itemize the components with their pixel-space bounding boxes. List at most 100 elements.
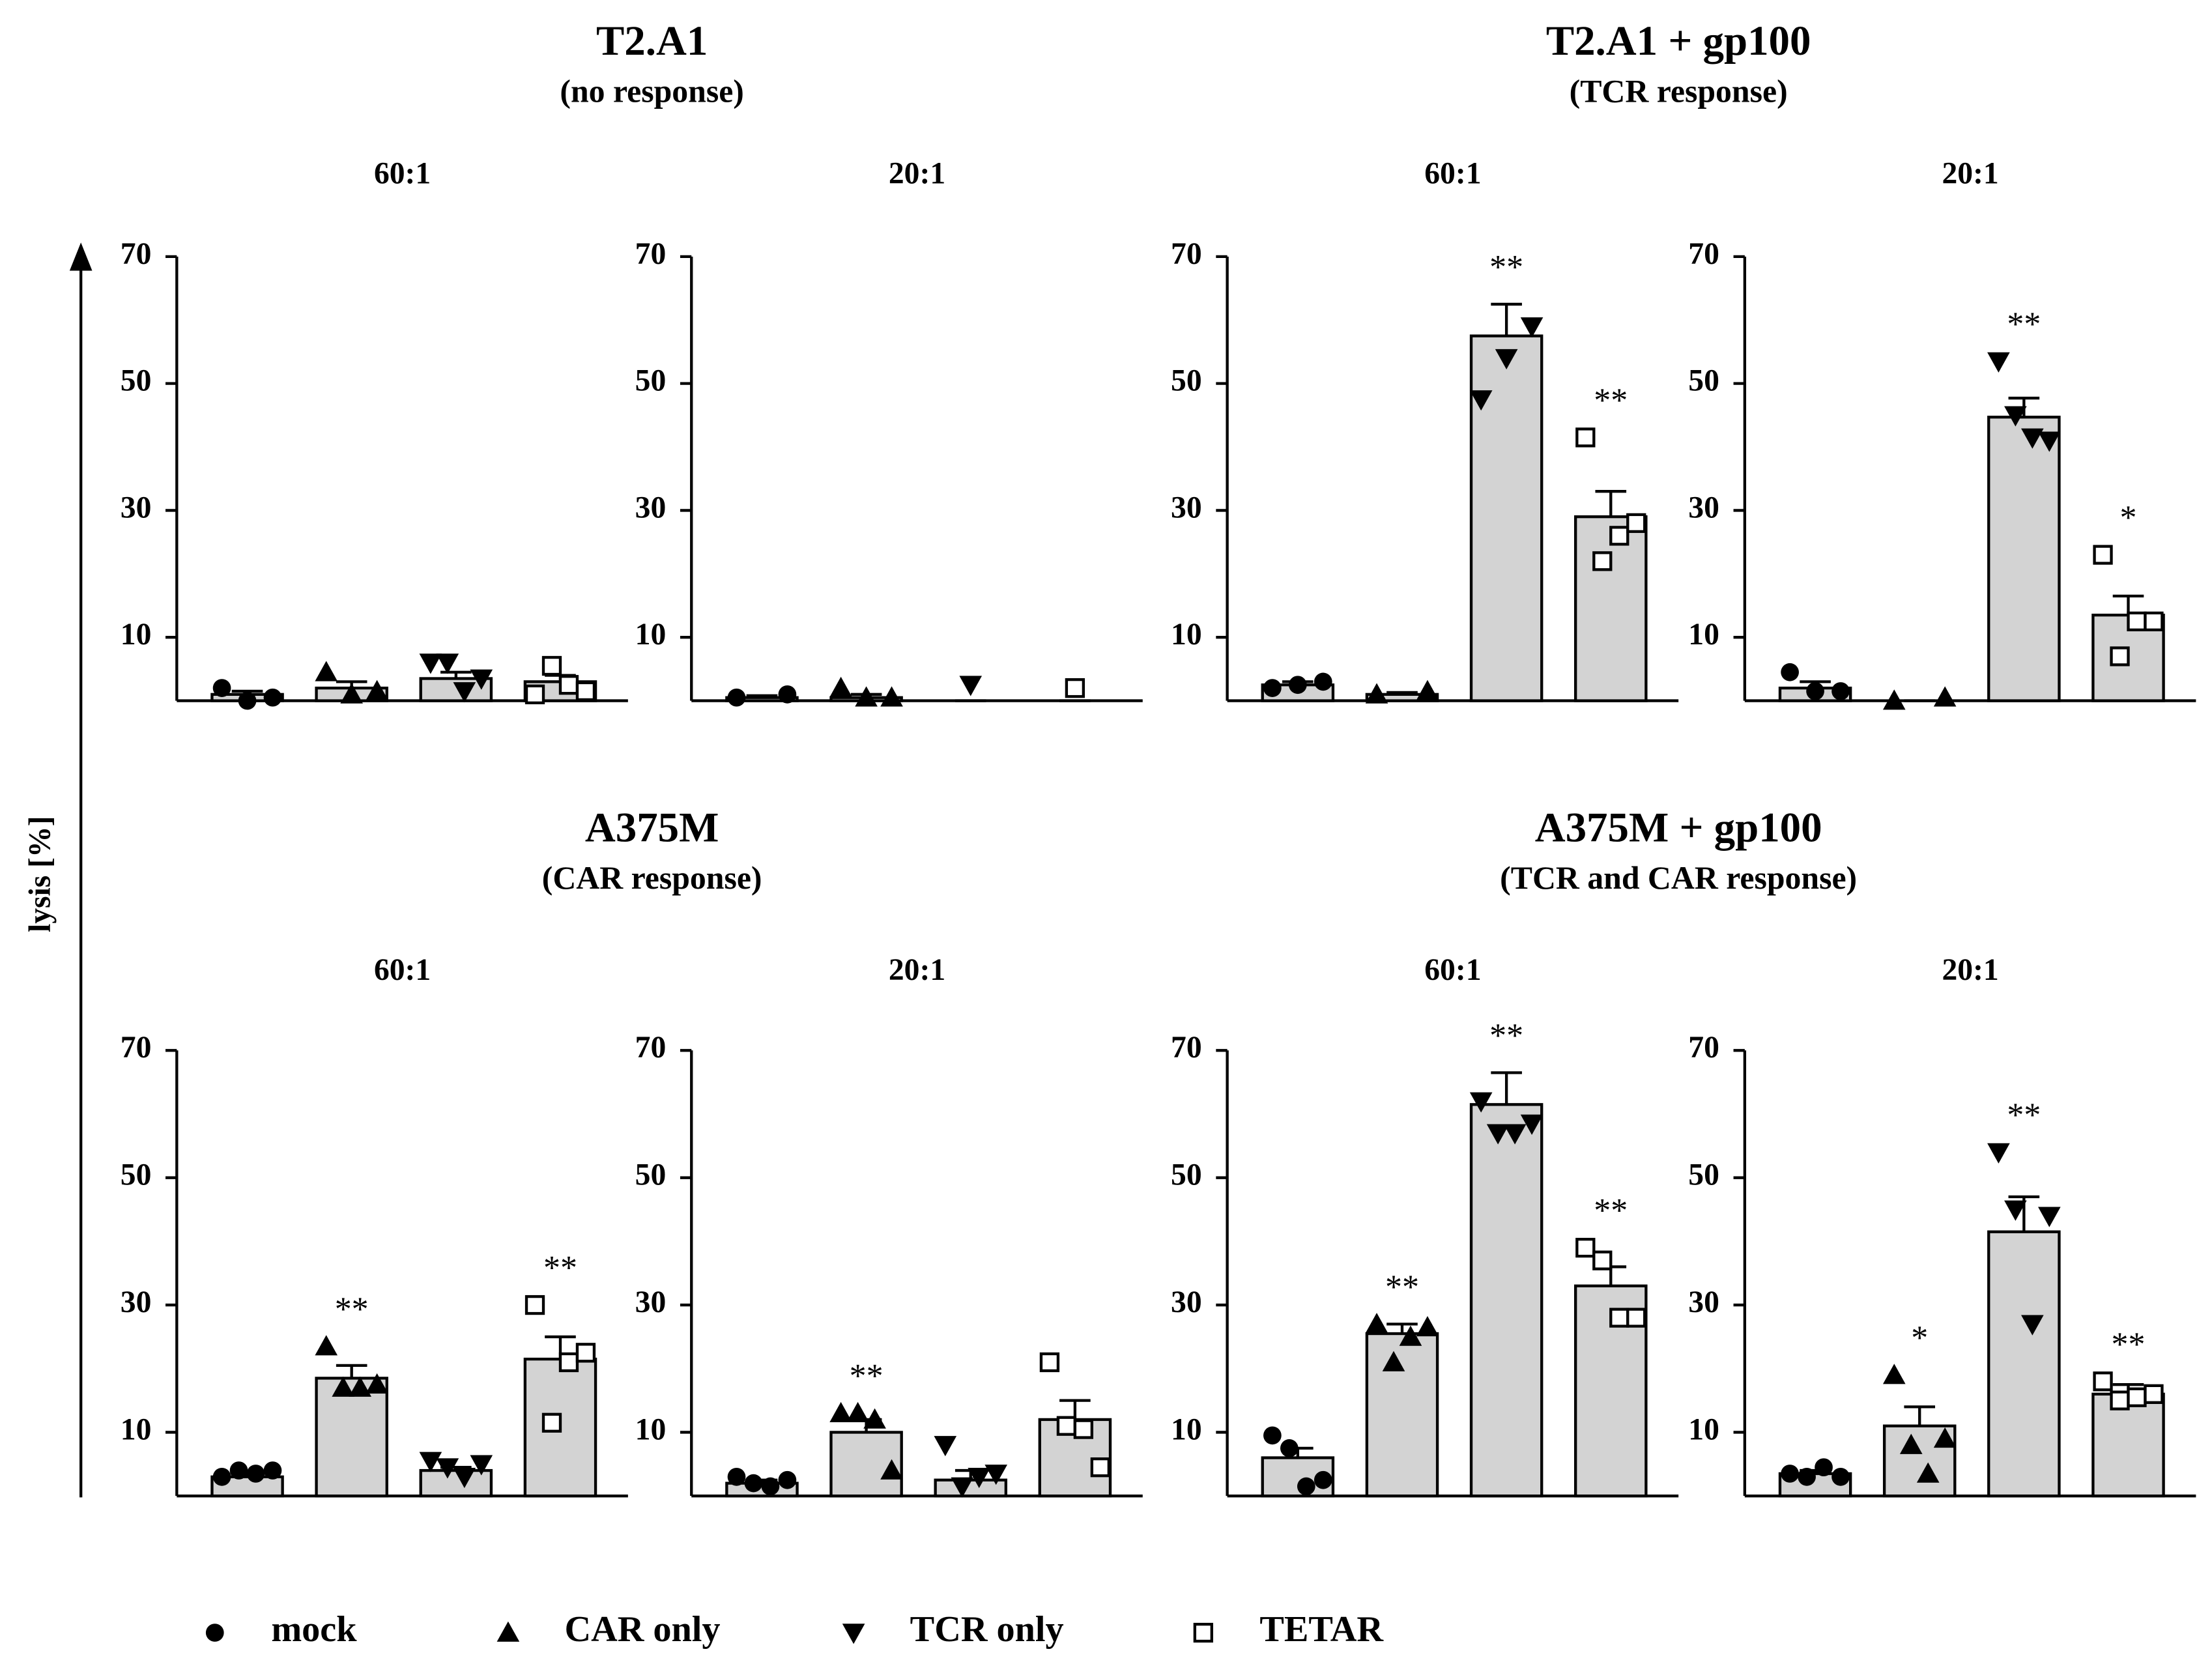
significance-label: * <box>2120 500 2137 537</box>
data-point <box>524 684 545 704</box>
y-tick-label: 30 <box>121 1285 152 1319</box>
group-title: T2.A1 + gp100 <box>1546 18 1811 64</box>
data-point <box>1882 689 1906 710</box>
data-point <box>1065 678 1085 698</box>
data-point <box>2110 646 2130 666</box>
data-point <box>263 1461 282 1480</box>
data-point <box>1592 1250 1613 1270</box>
data-point <box>2021 1315 2044 1336</box>
data-point <box>2127 1387 2147 1407</box>
panel-title: 20:1 <box>1942 953 1998 987</box>
data-point <box>541 655 562 676</box>
significance-label: ** <box>850 1358 883 1395</box>
significance-label: ** <box>2007 306 2041 343</box>
data-point <box>453 682 476 703</box>
data-point <box>470 669 493 690</box>
legend-marker <box>496 1621 520 1642</box>
bar <box>1987 1230 2061 1498</box>
panel-title: 20:1 <box>1942 156 1998 190</box>
y-tick-label: 30 <box>1171 491 1202 524</box>
data-point <box>1416 1315 1439 1337</box>
group-subtitle: (CAR response) <box>542 860 762 896</box>
data-point <box>1933 686 1957 707</box>
data-point <box>1798 1467 1816 1486</box>
data-point <box>846 1401 869 1423</box>
y-tick-label: 10 <box>1688 618 1719 651</box>
group-subtitle: (TCR response) <box>1570 73 1788 109</box>
panel-title: 60:1 <box>1424 953 1481 987</box>
y-tick-label: 10 <box>1171 1412 1202 1446</box>
legend-label: mock <box>271 1609 357 1650</box>
legend-marker <box>842 1624 865 1644</box>
data-point <box>1263 1426 1282 1445</box>
data-point <box>1987 352 2010 373</box>
y-tick-label: 70 <box>1171 1031 1202 1065</box>
data-point <box>366 680 388 700</box>
data-point <box>332 1376 355 1397</box>
data-point <box>1056 1416 1077 1436</box>
data-point <box>419 653 442 674</box>
y-tick-label: 70 <box>121 1031 152 1065</box>
data-point <box>1469 1092 1493 1113</box>
data-point <box>1575 427 1596 448</box>
significance-label: ** <box>1594 382 1628 419</box>
y-tick-label: 10 <box>635 1412 667 1446</box>
y-axis-arrow-head <box>69 242 93 271</box>
data-point <box>778 1470 797 1489</box>
data-point <box>238 691 257 710</box>
data-point <box>2093 545 2113 565</box>
panel-title: 60:1 <box>374 953 431 987</box>
significance-label: ** <box>2112 1326 2146 1363</box>
y-tick-label: 30 <box>1688 491 1719 524</box>
data-point <box>968 1467 991 1489</box>
data-point <box>959 676 983 696</box>
data-point <box>1280 1439 1299 1457</box>
data-point <box>829 1401 852 1423</box>
significance-label: ** <box>1489 249 1523 286</box>
bar <box>1365 1332 1439 1498</box>
panel-title: 60:1 <box>1424 156 1481 190</box>
y-axis-label: lysis [%] <box>23 816 57 932</box>
y-tick-label: 30 <box>121 491 152 524</box>
data-point <box>1609 526 1630 546</box>
significance-label: ** <box>543 1250 577 1287</box>
y-tick-label: 50 <box>635 1158 667 1192</box>
data-point <box>558 675 579 695</box>
bar <box>1469 1103 1544 1498</box>
data-point <box>2093 1371 2113 1392</box>
data-point <box>2144 1384 2164 1404</box>
legend-marker <box>1193 1622 1213 1643</box>
significance-label: ** <box>2007 1097 2041 1134</box>
bar <box>2091 1392 2165 1498</box>
data-point <box>1899 1433 1923 1454</box>
data-point <box>1503 1124 1527 1145</box>
data-point <box>1831 1467 1850 1486</box>
y-tick-label: 70 <box>635 237 667 271</box>
legend-marker <box>205 1624 224 1642</box>
panel-title: 20:1 <box>889 953 945 987</box>
bar <box>419 1468 493 1498</box>
data-point <box>229 1461 248 1480</box>
panel-title: 60:1 <box>374 156 431 190</box>
data-point <box>1090 1457 1110 1478</box>
panel-title: 20:1 <box>889 156 945 190</box>
y-tick-label: 10 <box>1688 1412 1719 1446</box>
data-point <box>575 681 596 702</box>
group-title: A375M + gp100 <box>1535 805 1822 852</box>
significance-label: ** <box>335 1291 369 1328</box>
data-point <box>1314 672 1332 691</box>
data-point <box>1263 679 1282 697</box>
data-point <box>1365 683 1388 704</box>
y-tick-label: 50 <box>635 364 667 398</box>
data-point <box>1987 1143 2010 1164</box>
data-point <box>934 1436 957 1457</box>
y-tick-label: 70 <box>635 1031 667 1065</box>
y-tick-label: 50 <box>121 364 152 398</box>
significance-label: ** <box>1489 1017 1523 1054</box>
data-point <box>1806 682 1824 700</box>
data-point <box>340 683 363 704</box>
group-subtitle: (TCR and CAR response) <box>1500 860 1857 896</box>
data-point <box>761 1477 780 1496</box>
data-point <box>436 1458 459 1479</box>
data-point <box>1781 663 1799 681</box>
